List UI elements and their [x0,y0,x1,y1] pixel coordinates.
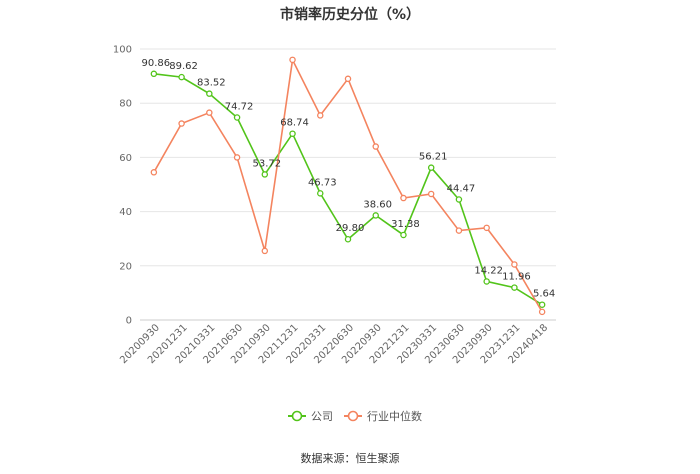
data-label: 46.73 [308,177,337,188]
data-label: 44.47 [447,183,476,194]
data-label: 89.62 [169,61,198,72]
legend-marker [291,410,303,422]
data-point [317,112,324,119]
legend-label: 行业中位数 [367,409,422,423]
data-label: 83.52 [197,78,226,89]
data-label: 38.60 [363,199,392,210]
data-label: 74.72 [225,102,254,113]
data-point [233,154,241,161]
data-label: 14.22 [474,265,503,276]
data-point [538,308,546,316]
y-tick-label: 60 [119,153,132,164]
data-point [344,75,352,83]
legend-marker [347,410,359,422]
data-point [511,261,518,268]
data-point [261,171,269,178]
data-point [289,130,296,137]
data-point [483,224,490,232]
data-point [372,143,379,150]
legend-label: 公司 [311,410,333,423]
legend-item-company[interactable]: 公司 [288,410,333,423]
data-point [483,278,490,285]
data-point [427,190,435,198]
data-label: 90.86 [142,58,171,69]
data-point [206,90,213,97]
data-point [344,235,352,243]
data-point [317,190,324,197]
data-point [178,120,185,127]
data-point [150,70,158,78]
data-point [233,114,241,121]
data-point [538,301,546,308]
data-source: 数据来源：恒生聚源 [300,452,400,465]
data-point [400,231,407,239]
data-point [289,56,296,64]
data-point [178,73,185,81]
data-label: 56.21 [419,152,448,163]
data-point [372,212,379,219]
data-label: 31.38 [391,219,420,230]
data-point [455,196,463,203]
y-tick-label: 80 [119,99,132,110]
data-label: 53.72 [252,158,281,169]
data-point [511,284,518,291]
data-point [455,227,463,234]
data-point [427,164,435,171]
y-tick-label: 0 [126,316,132,327]
chart-title: 市销率历史分位（%） [279,7,421,23]
legend-item-industry-median[interactable]: 行业中位数 [344,409,422,423]
data-label: 5.64 [533,289,555,300]
data-label: 68.74 [280,118,309,129]
data-point [206,109,213,116]
data-label: 29.80 [336,223,365,234]
data-label: 11.96 [502,272,531,283]
y-tick-label: 40 [119,207,132,218]
y-tick-label: 100 [113,45,132,56]
data-point [261,247,269,255]
data-point [400,194,407,202]
y-tick-label: 20 [119,261,132,272]
data-point [150,169,158,176]
